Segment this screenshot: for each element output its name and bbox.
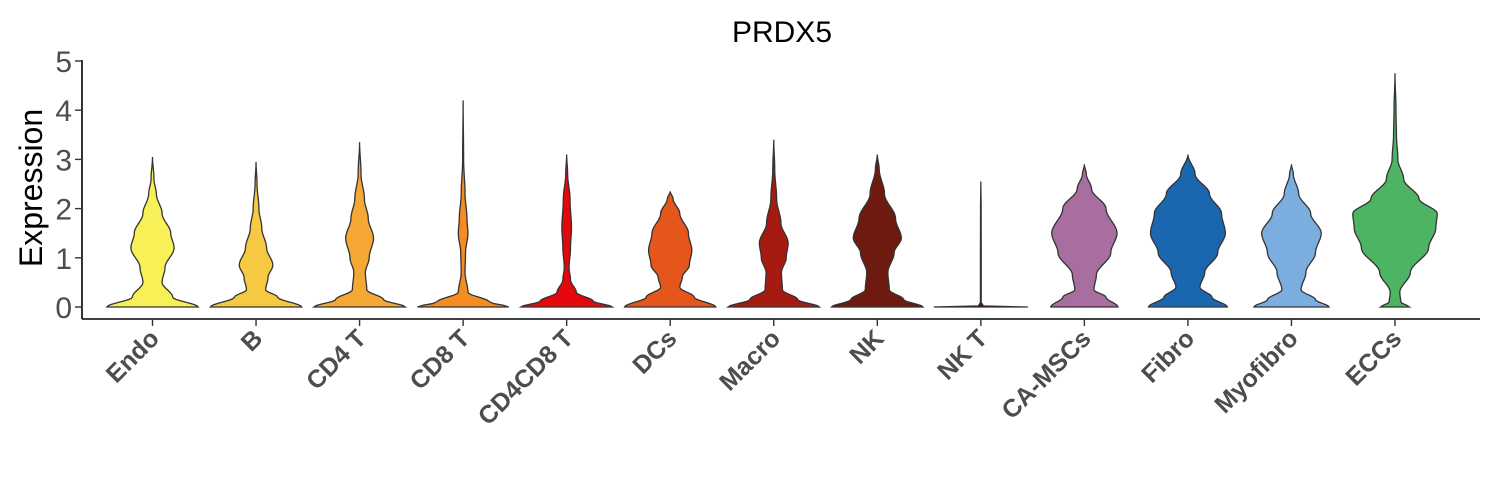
chart-title: PRDX5: [732, 16, 832, 49]
violin-eccs: [1352, 73, 1438, 308]
x-tick-label: NK T: [932, 324, 993, 385]
violin-nk-t: [933, 181, 1028, 308]
violin-b: [209, 161, 304, 308]
violin-fibro: [1147, 154, 1229, 308]
x-tick-label: CD4 T: [301, 324, 372, 395]
x-tick-label: Endo: [101, 324, 165, 388]
x-tick-label: Myofibro: [1209, 324, 1303, 418]
x-tick-label: NK: [844, 324, 889, 369]
violin-macro: [726, 139, 822, 308]
violin-endo: [105, 156, 200, 308]
y-tick-label: 4: [55, 95, 72, 128]
violin-cd8-t: [417, 100, 509, 308]
y-tick-label: 1: [55, 243, 72, 276]
violin-ca-mscs: [1049, 164, 1119, 308]
violin-myofibro: [1252, 164, 1331, 308]
y-axis-label: Expression: [13, 109, 49, 267]
y-tick-label: 2: [55, 194, 72, 227]
x-tick-label: CD8 T: [404, 324, 475, 395]
y-tick-label: 3: [55, 144, 72, 177]
y-tick-label: 5: [55, 46, 72, 79]
x-tick-label: Fibro: [1136, 324, 1200, 388]
violin-group: [105, 73, 1438, 308]
violin-nk: [829, 154, 925, 308]
x-tick-label: CD4CD8 T: [473, 324, 579, 430]
x-tick-label: Macro: [714, 324, 786, 396]
x-tick-label: CA-MSCs: [996, 324, 1096, 424]
violin-cd4cd8-t: [518, 154, 615, 308]
x-tick-label: DCs: [627, 324, 682, 379]
x-tick-label: ECCs: [1340, 324, 1407, 391]
violin-cd4-t: [311, 142, 408, 308]
x-tick-label: B: [236, 324, 269, 357]
y-axis-ticks: 0 1 2 3 4 5: [55, 46, 82, 325]
y-tick-label: 0: [55, 292, 72, 325]
violin-dcs: [623, 191, 717, 308]
